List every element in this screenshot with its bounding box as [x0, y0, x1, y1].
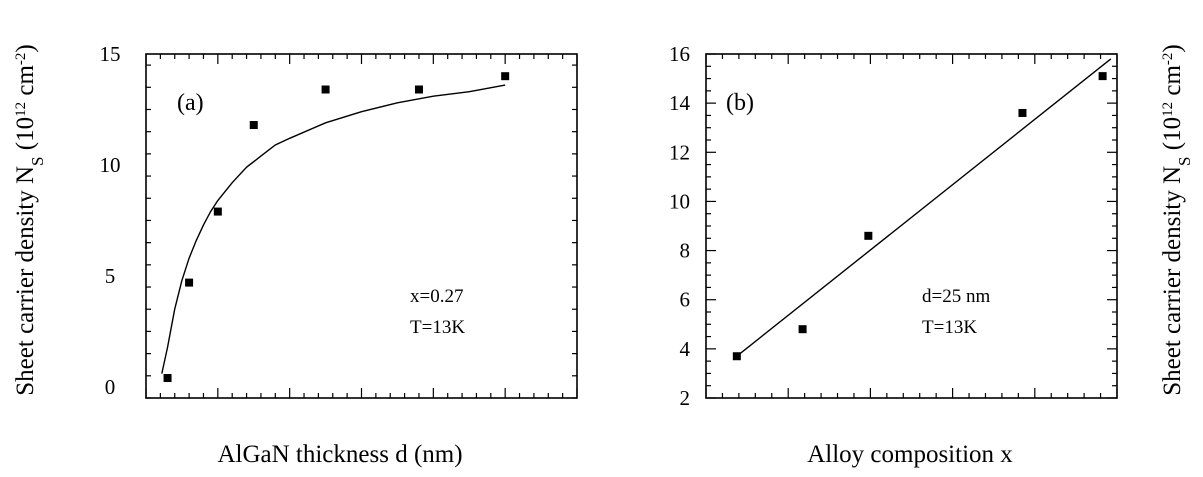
fit-curve	[161, 84, 506, 374]
x-axis-title: AlGaN thickness d (nm)	[217, 441, 462, 468]
y-tick-label: 15	[100, 42, 121, 66]
fit-line	[736, 58, 1112, 357]
y-axis-title-units-mid: cm	[12, 65, 39, 102]
y-axis-title-subscript: S	[28, 156, 47, 165]
plot-frame	[705, 53, 1118, 399]
panel-label: (a)	[177, 90, 204, 116]
y-axis-title-main: Sheet carrier density N	[1159, 166, 1186, 396]
data-point	[732, 352, 741, 361]
y-tick-label: 5	[105, 264, 116, 288]
y-tick-label: 16	[669, 42, 690, 66]
y-axis-title-exponent: 12	[13, 102, 29, 117]
y-axis-title-units-end: )	[12, 44, 39, 52]
data-point	[249, 121, 258, 130]
data-point	[864, 231, 873, 240]
y-axis-title-main: Sheet carrier density N	[12, 166, 39, 396]
data-point	[1098, 72, 1107, 81]
y-axis-title-units-mid: cm	[1159, 65, 1186, 102]
data-point	[1018, 108, 1027, 117]
data-point	[321, 85, 330, 94]
y-tick-label: 10	[100, 153, 121, 177]
y-tick-label: 12	[669, 140, 690, 164]
data-point	[213, 207, 222, 216]
chart-panel-b: 2 4 6 8 10 12 14 16 (b) d=25 nm T=13K Alloy composi…	[669, 42, 1194, 468]
y-tick-label: 6	[680, 288, 691, 312]
y-tick-label: 0	[105, 375, 116, 399]
chart-panel-a: 0 5 10 15 (a) x=0.27 T=13K AlGaN thickness d (n…	[12, 42, 578, 468]
data-point	[414, 85, 423, 94]
x-axis-title: Alloy composition x	[807, 441, 1013, 468]
y-tick-label: 14	[669, 91, 691, 115]
data-point	[501, 72, 510, 81]
annotation-text: x=0.27	[410, 286, 463, 307]
y-axis-title-exponent2: -2	[1160, 53, 1176, 66]
y-axis-title-units-end: )	[1159, 44, 1186, 52]
y-axis-title: Sheet carrier density NS (1012 cm-2)	[1159, 44, 1194, 395]
y-tick-label: 4	[680, 337, 691, 361]
y-tick-label: 2	[680, 386, 691, 410]
y-tick-label: 10	[669, 189, 690, 213]
annotation-text: d=25 nm	[922, 286, 990, 307]
y-axis-title-exponent2: -2	[13, 53, 29, 66]
annotation-text: T=13K	[922, 317, 977, 338]
plot-frame	[145, 53, 578, 399]
panel-label: (b)	[726, 90, 754, 116]
y-tick-label: 8	[680, 239, 691, 263]
annotation-text: T=13K	[410, 317, 465, 338]
y-axis-title-subscript: S	[1175, 156, 1194, 165]
y-axis-title-units: (10	[12, 117, 39, 157]
y-axis-title-units: (10	[1159, 117, 1186, 157]
data-point	[163, 374, 172, 383]
y-axis-title: Sheet carrier density NS (1012 cm-2)	[12, 44, 47, 395]
data-point	[798, 325, 807, 334]
y-axis-title-exponent: 12	[1160, 102, 1176, 117]
data-point	[185, 278, 194, 287]
